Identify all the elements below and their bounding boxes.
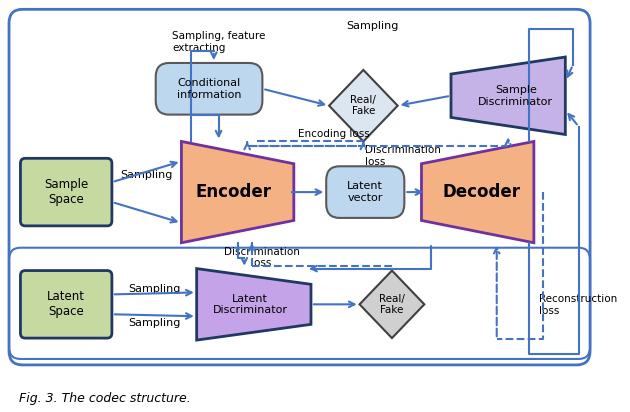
Text: Sampling: Sampling [120, 170, 173, 180]
Polygon shape [181, 141, 294, 243]
Text: Sampling: Sampling [346, 21, 399, 31]
Polygon shape [360, 271, 425, 338]
Text: Encoding loss: Encoding loss [297, 129, 369, 139]
Polygon shape [329, 70, 398, 141]
Text: Sampling: Sampling [128, 318, 180, 328]
Text: Sample
Discriminator: Sample Discriminator [478, 85, 553, 107]
Text: Sampling, feature
extracting: Sampling, feature extracting [172, 31, 265, 53]
Text: Reconstruction
loss: Reconstruction loss [539, 295, 617, 316]
Polygon shape [421, 141, 534, 243]
FancyBboxPatch shape [326, 166, 404, 218]
Text: Real/
Fake: Real/ Fake [379, 293, 405, 315]
Text: Latent
Space: Latent Space [47, 290, 85, 318]
FancyBboxPatch shape [20, 158, 112, 226]
FancyBboxPatch shape [156, 63, 262, 115]
Text: Conditional
information: Conditional information [177, 78, 241, 100]
Text: Fig. 3. The codec structure.: Fig. 3. The codec structure. [18, 392, 190, 405]
Polygon shape [451, 57, 565, 134]
Text: Latent
Discriminator: Latent Discriminator [212, 293, 287, 315]
Polygon shape [197, 269, 311, 340]
Text: Discrimination
loss: Discrimination loss [224, 247, 299, 268]
FancyBboxPatch shape [20, 271, 112, 338]
Text: Decoder: Decoder [442, 183, 520, 201]
Text: Sampling: Sampling [128, 284, 180, 295]
Text: Sample
Space: Sample Space [44, 178, 88, 206]
Text: Encoder: Encoder [196, 183, 272, 201]
Text: Real/
Fake: Real/ Fake [350, 95, 376, 117]
Text: Discrimination
loss: Discrimination loss [365, 145, 441, 167]
Text: Latent
vector: Latent vector [347, 181, 383, 203]
